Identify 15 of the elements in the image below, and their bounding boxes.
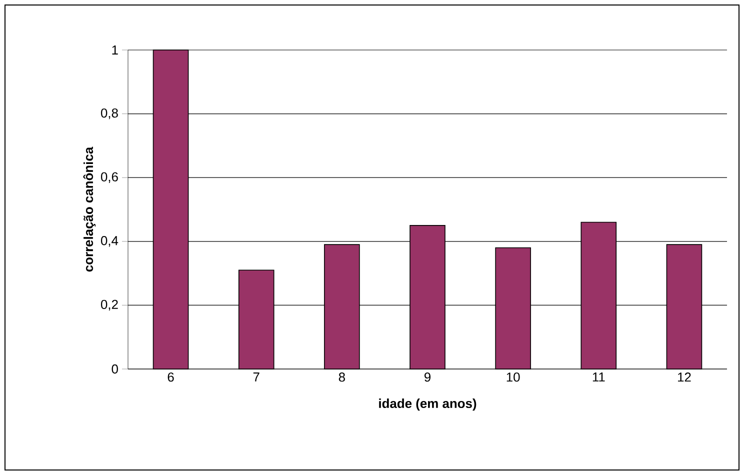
x-axis-title: idade (em anos) <box>379 398 476 411</box>
x-tick-label: 12 <box>678 372 691 382</box>
x-tick-label: 11 <box>592 372 605 382</box>
x-tick-label: 7 <box>253 372 260 382</box>
x-tick-label: 8 <box>338 372 345 382</box>
y-tick-label: 0,6 <box>100 172 118 183</box>
y-tick-label: 0,2 <box>100 300 118 311</box>
x-tick-label: 6 <box>168 372 174 382</box>
y-tick-label: 0 <box>112 364 118 374</box>
y-axis-title: correlação canônica <box>83 146 96 272</box>
y-tick-label: 0,8 <box>100 108 118 120</box>
y-tick-label: 0,4 <box>100 236 118 247</box>
y-tick-label: 1 <box>112 46 118 54</box>
x-tick-label: 9 <box>424 372 430 382</box>
x-tick-label: 10 <box>506 372 520 382</box>
